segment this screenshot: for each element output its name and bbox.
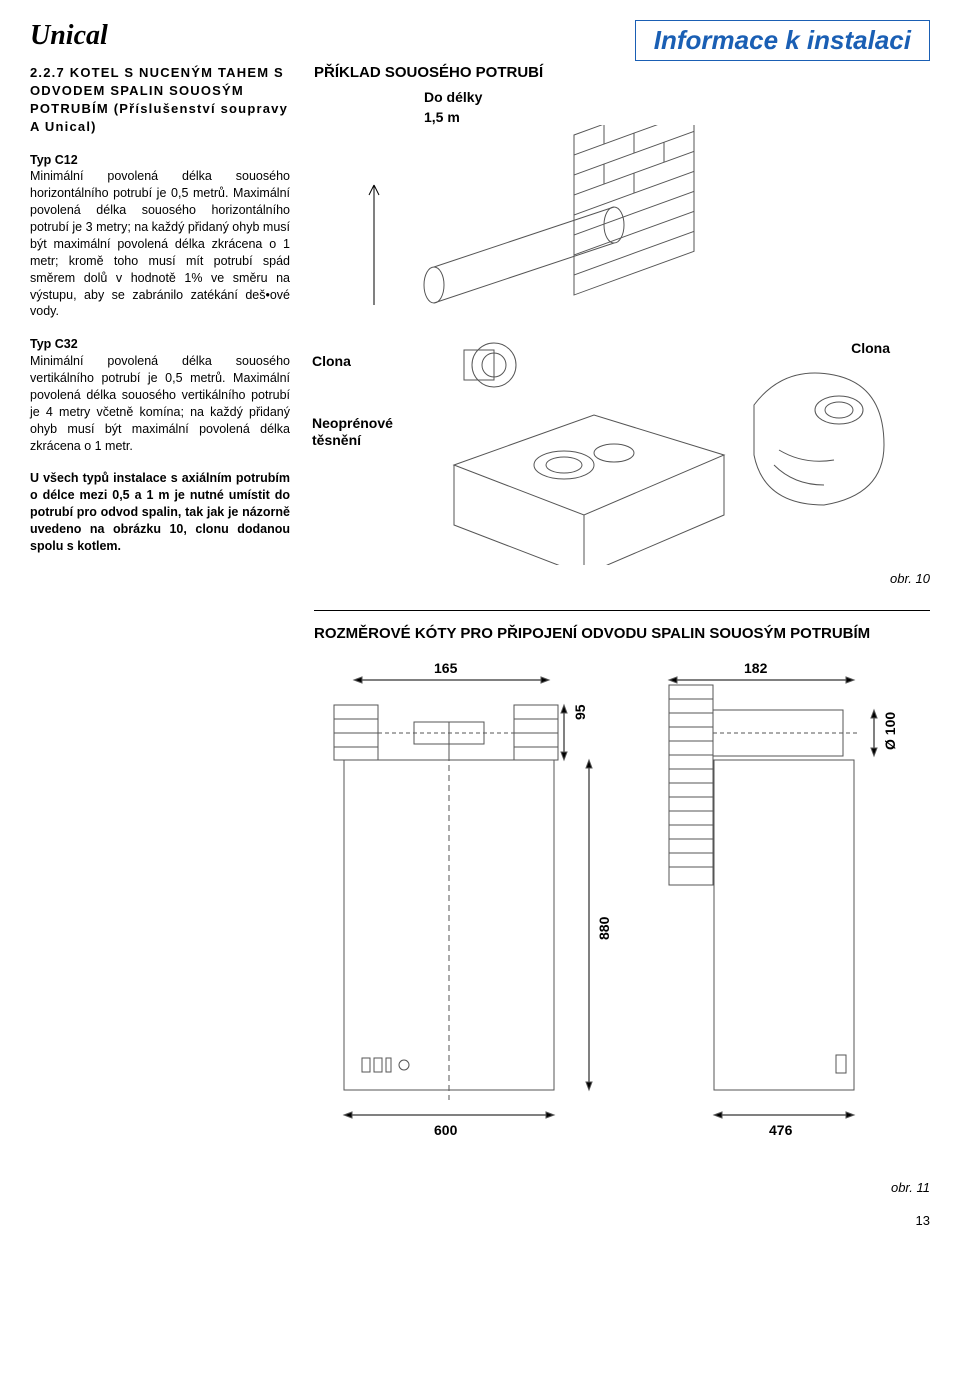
typ-c12-body: Minimální povolená délka souosého horizo… xyxy=(30,168,290,320)
page-header-box: Informace k instalaci xyxy=(635,20,930,61)
fig-10-caption: obr. 10 xyxy=(314,571,930,586)
length-label-2: 1,5 m xyxy=(424,109,930,125)
right-diagram-column: PŘÍKLAD SOUOSÉHO POTRUBÍ Do délky 1,5 m xyxy=(314,64,930,586)
typ-c32-title: Typ C32 xyxy=(30,336,290,353)
neopren-label-2: těsnění xyxy=(312,432,361,448)
dim-bottom-right: 476 xyxy=(769,1122,792,1138)
left-text-column: 2.2.7 KOTEL S NUCENÝM TAHEM S ODVODEM SP… xyxy=(30,64,290,571)
page-number: 13 xyxy=(30,1213,930,1228)
typ-c32-body: Minimální povolená délka souosého vertik… xyxy=(30,353,290,454)
example-title: PŘÍKLAD SOUOSÉHO POTRUBÍ xyxy=(314,64,930,81)
dim-side-right: Ø 100 xyxy=(882,712,898,750)
fig-11-caption: obr. 11 xyxy=(314,1180,930,1195)
section-title: KOTEL S NUCENÝM TAHEM S ODVODEM SPALIN S… xyxy=(30,65,288,134)
length-label-1: Do délky xyxy=(424,89,930,105)
clona-label-1: Clona xyxy=(312,353,351,369)
dim-side-left: 95 xyxy=(572,704,588,720)
install-note: U všech typů instalace s axiálním potrub… xyxy=(30,470,290,554)
dim-bottom-left: 600 xyxy=(434,1122,457,1138)
section2-title: ROZMĚROVÉ KÓTY PRO PŘIPOJENÍ ODVODU SPAL… xyxy=(314,610,930,642)
dim-height: 880 xyxy=(596,917,612,940)
iso-diagram: Clona Neoprénové těsnění Clona xyxy=(314,125,930,565)
typ-c12-title: Typ C12 xyxy=(30,152,290,169)
clona-label-2: Clona xyxy=(851,340,890,356)
neopren-label-1: Neoprénové xyxy=(312,415,393,431)
section-number: 2.2.7 xyxy=(30,65,65,80)
